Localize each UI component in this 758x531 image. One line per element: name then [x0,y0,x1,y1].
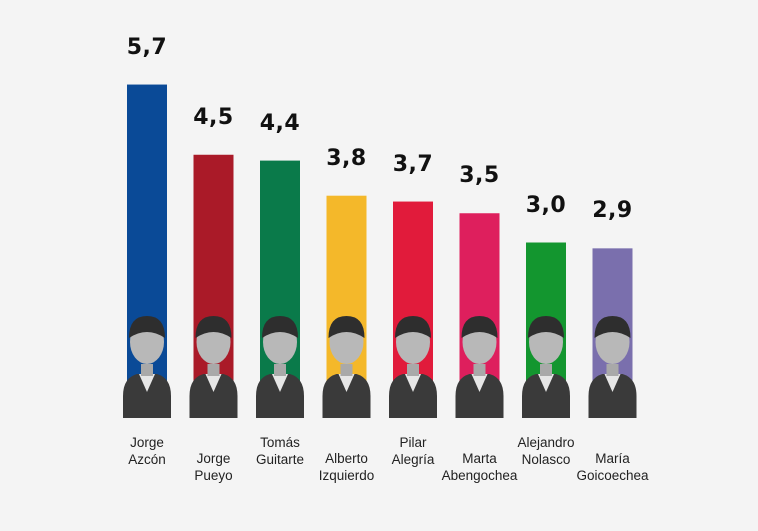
category-label-7: María Goicoechea [576,451,649,483]
portrait-5 [455,316,504,418]
portrait-2 [256,316,304,418]
value-label-0: 5,7 [126,34,168,60]
value-label-4: 3,7 [392,151,434,177]
portrait-0 [123,316,171,418]
value-label-5: 3,5 [459,163,500,189]
value-label-1: 4,5 [193,104,234,130]
category-label-2: Tomás Guitarte [255,435,305,467]
category-label-6: Alejandro Nolasco [517,435,575,467]
value-label-3: 3,8 [326,145,367,171]
portrait-7 [588,316,637,418]
category-label-5: Marta Abengochea [441,451,518,483]
category-label-0: Jorge Azcón [128,435,166,467]
portrait-1 [189,316,238,418]
portrait-3 [322,316,371,418]
category-label-3: Alberto Izquierdo [318,451,375,483]
portrait-6 [522,316,570,418]
value-label-6: 3,0 [525,192,567,218]
value-label-7: 2,9 [592,198,633,224]
portrait-4 [389,316,437,418]
value-label-2: 4,4 [259,110,301,136]
category-label-1: Jorge Pueyo [194,451,233,483]
category-label-4: Pilar Alegría [391,435,435,467]
